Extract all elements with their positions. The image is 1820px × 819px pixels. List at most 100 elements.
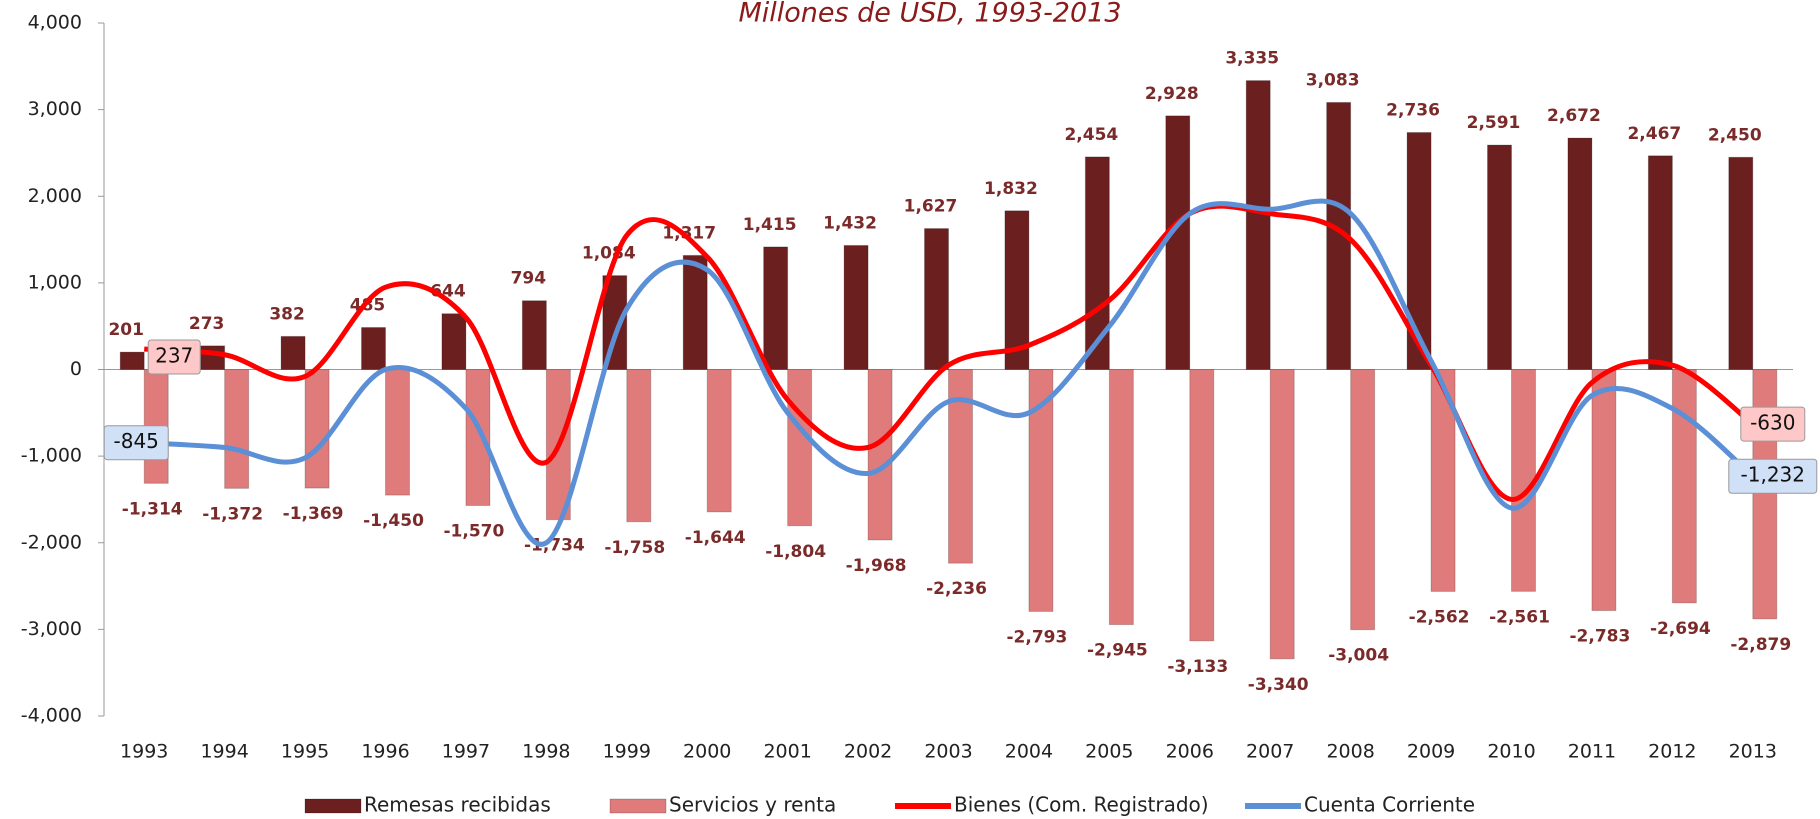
bar: [465, 369, 491, 507]
data-label-box: [1740, 406, 1806, 442]
x-tick-label: 2003: [924, 741, 972, 763]
bar-value-label: -1,450: [363, 511, 424, 531]
x-tick-label: 1998: [522, 741, 570, 763]
bar: [1350, 369, 1376, 631]
bar: [787, 369, 813, 527]
x-tick-label: 2010: [1487, 741, 1535, 763]
bar-value-label: 1,832: [984, 179, 1038, 199]
bar-value-label: -1,644: [685, 528, 746, 548]
legend-label: Cuenta Corriente: [1304, 793, 1475, 817]
bar-value-label: 1,415: [743, 215, 797, 235]
x-tick-label: 2009: [1407, 741, 1455, 763]
y-tick-label: 4,000: [28, 12, 82, 34]
line-value-label: -845: [114, 429, 159, 453]
x-tick-label: 2008: [1326, 741, 1374, 763]
bar-value-label: -1,372: [202, 504, 263, 524]
bar: [361, 326, 386, 371]
bar: [867, 369, 893, 541]
y-tick-label: 0: [70, 358, 82, 380]
bar-value-label: -2,879: [1730, 635, 1791, 655]
bar: [763, 246, 789, 370]
x-tick-label: 2001: [763, 741, 811, 763]
bar-value-label: -2,562: [1409, 607, 1470, 627]
legend-swatch: [304, 798, 362, 814]
bar: [1647, 155, 1673, 370]
bar-value-label: 2,454: [1064, 125, 1118, 145]
line-value-label: -1,232: [1741, 463, 1805, 487]
bar: [1567, 137, 1593, 370]
bar: [1269, 369, 1295, 660]
bar: [280, 335, 306, 370]
x-tick-label: 2005: [1085, 741, 1133, 763]
y-tick-label: -4,000: [21, 705, 82, 727]
bar-value-label: -1,369: [283, 504, 344, 524]
bar: [1406, 131, 1432, 370]
bar: [1591, 369, 1617, 612]
line-value-label: -630: [1750, 411, 1795, 435]
bar-value-label: -3,133: [1167, 657, 1228, 677]
bar-value-label: 2,928: [1145, 84, 1199, 104]
x-tick-label: 2002: [844, 741, 892, 763]
bar-value-label: -1,314: [122, 499, 183, 519]
legend-swatch: [609, 798, 667, 814]
x-tick-label: 2004: [1005, 741, 1053, 763]
bar: [626, 369, 652, 523]
x-tick-label: 2013: [1729, 741, 1777, 763]
bar: [224, 369, 250, 489]
bar-value-label: -3,340: [1248, 675, 1309, 695]
bar-value-label: 1,432: [823, 213, 877, 233]
bar: [1671, 369, 1697, 604]
x-tick-label: 1999: [603, 741, 651, 763]
bar: [385, 369, 410, 496]
bar: [1511, 369, 1536, 592]
bar-value-label: 201: [108, 320, 144, 340]
bar-value-label: 2,467: [1627, 124, 1681, 144]
line: [144, 203, 1755, 502]
line-value-label: 237: [155, 343, 193, 367]
line: [144, 198, 1755, 547]
y-tick-label: -3,000: [21, 618, 82, 640]
y-tick-label: 2,000: [28, 185, 82, 207]
legend-label: Remesas recibidas: [364, 793, 551, 817]
bar-value-label: -2,783: [1570, 627, 1631, 647]
y-tick-label: 3,000: [28, 98, 82, 120]
bar-value-label: 2,672: [1547, 106, 1601, 126]
x-tick-label: 1994: [200, 741, 248, 763]
y-tick-label: -1,000: [21, 445, 82, 467]
bar-value-label: 1,627: [904, 197, 958, 217]
bar-value-label: -1,804: [765, 542, 826, 562]
bar: [924, 228, 949, 370]
bar-value-label: -3,004: [1328, 646, 1389, 666]
bar-value-label: -2,945: [1087, 641, 1148, 661]
bar-value-label: -1,734: [524, 536, 585, 556]
bar: [200, 345, 226, 371]
bar: [1165, 115, 1191, 370]
legend-label: Bienes (Com. Registrado): [954, 793, 1209, 817]
data-label-box: [103, 425, 169, 461]
bar-value-label: -2,561: [1489, 607, 1550, 627]
bar: [706, 369, 732, 513]
bar-value-label: -2,236: [926, 579, 987, 599]
bar: [1487, 144, 1512, 370]
bar-value-label: -2,694: [1650, 619, 1711, 639]
bar-value-label: 794: [511, 269, 547, 289]
x-tick-label: 2012: [1648, 741, 1696, 763]
x-tick-label: 2006: [1166, 741, 1214, 763]
bar-value-label: 3,335: [1225, 49, 1279, 69]
bar-value-label: -2,793: [1007, 627, 1068, 647]
x-tick-label: 1997: [442, 741, 490, 763]
x-tick-label: 2011: [1568, 741, 1616, 763]
x-tick-label: 2007: [1246, 741, 1294, 763]
x-tick-label: 1996: [361, 741, 409, 763]
y-tick-label: -2,000: [21, 531, 82, 553]
bar: [304, 369, 330, 489]
bar-value-label: -1,758: [604, 538, 665, 558]
y-tick-label: 1,000: [28, 271, 82, 293]
bar-value-label: -1,570: [444, 522, 505, 542]
bar: [1728, 156, 1754, 370]
bar: [843, 244, 869, 370]
bar: [1245, 80, 1271, 370]
chart-subtitle: Millones de USD, 1993-2013: [738, 0, 1121, 29]
bar: [1108, 369, 1134, 626]
